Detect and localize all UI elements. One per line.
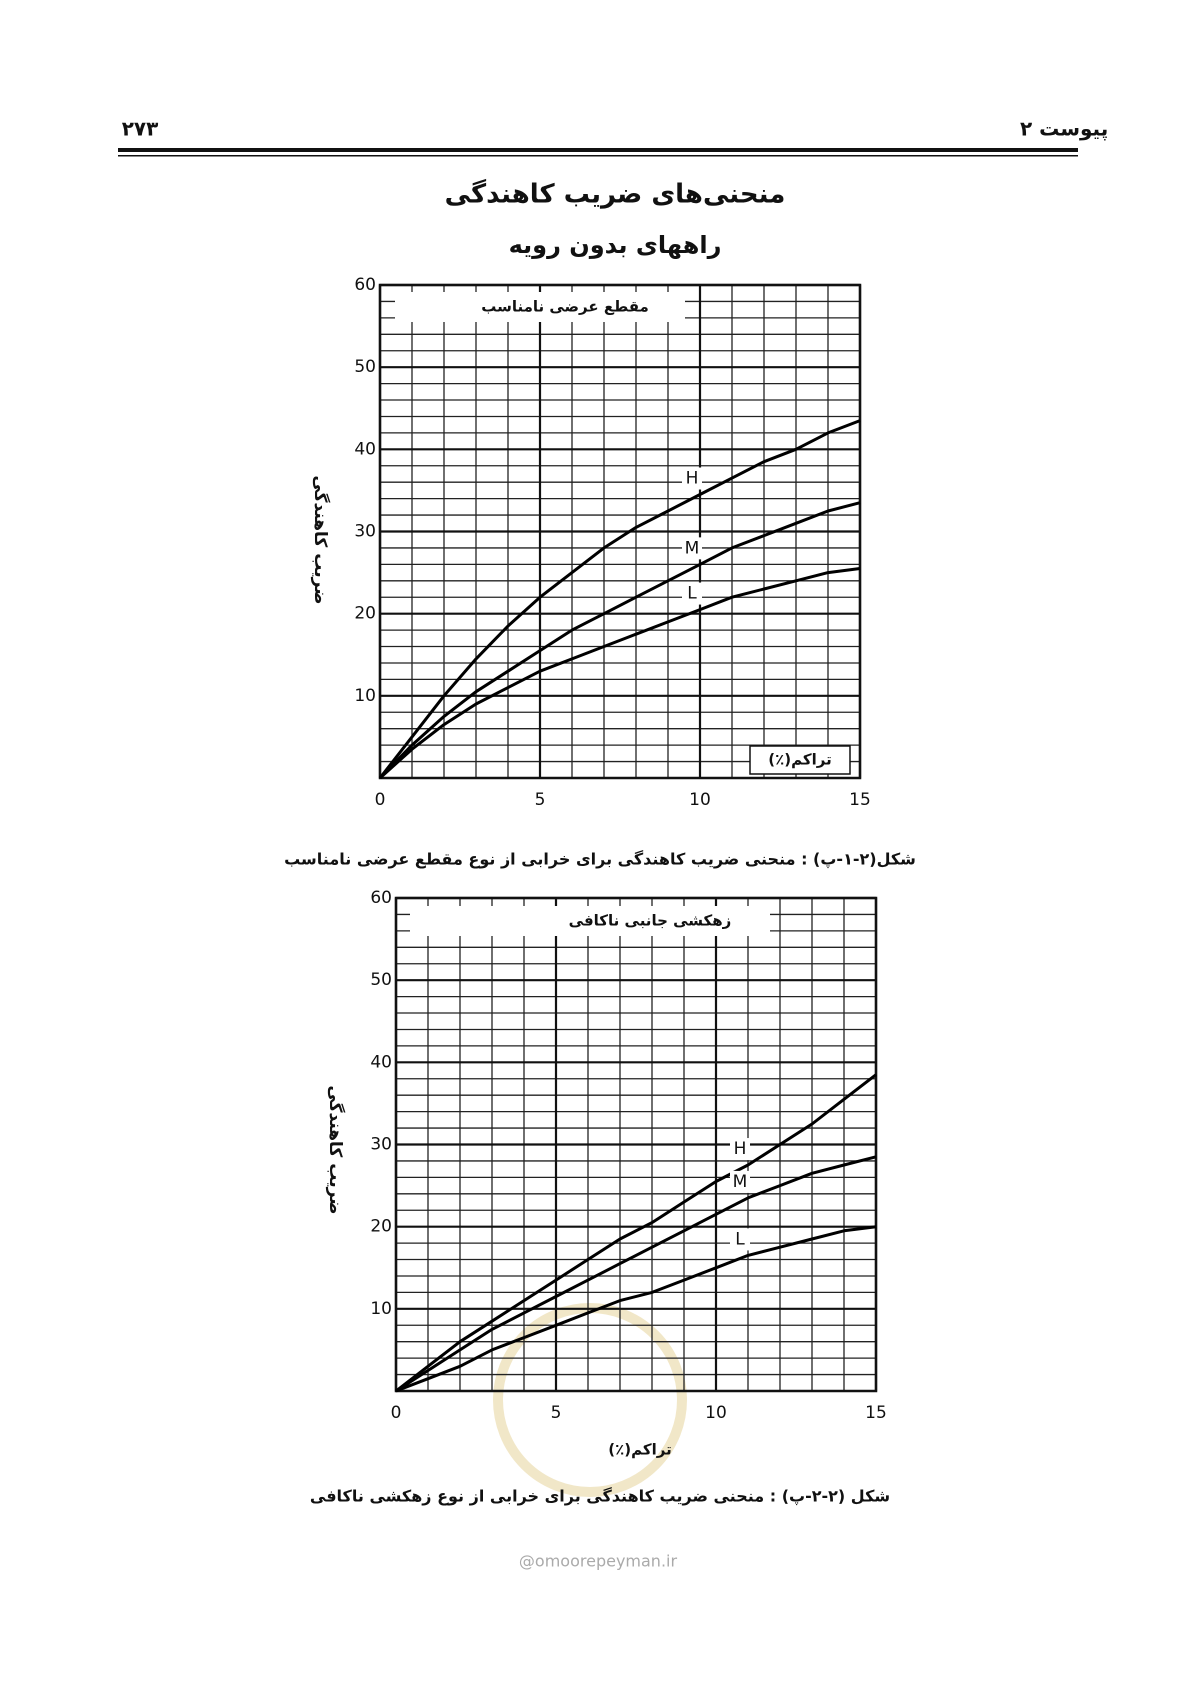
curve	[378, 567, 861, 780]
curve	[378, 501, 861, 780]
x-label-box	[749, 745, 851, 775]
series-label-bg	[730, 1138, 750, 1161]
x-axis-label: تراکم(٪)	[768, 751, 831, 769]
figure-caption: شکل (۲-۲-پ) : منحنی ضریب کاهندگی برای خر…	[310, 1487, 890, 1507]
y-axis-label: ضریب کاهندگی	[310, 475, 331, 604]
x-tick-label: 15	[865, 1403, 887, 1423]
plot-frame	[378, 283, 862, 780]
chart-title: زهکشی جانبی ناکافی	[569, 912, 732, 930]
section-title: پیوست ۲	[1020, 117, 1108, 142]
title-box	[395, 292, 685, 322]
x-axis-label: تراکم(٪)	[608, 1441, 671, 1459]
x-tick-label: 0	[391, 1403, 402, 1423]
page-subtitle: راههای بدون رویه	[509, 231, 722, 259]
curve	[395, 1073, 877, 1393]
curve	[395, 1225, 877, 1393]
chart-title: مقطع عرضی نامناسب	[481, 298, 649, 316]
x-tick-label: 0	[375, 790, 386, 810]
y-tick-label: 60	[370, 888, 392, 908]
page-number: ۲۷۳	[122, 117, 159, 141]
x-tick-label: 15	[849, 790, 871, 810]
series-label: M	[733, 1172, 748, 1192]
y-tick-label: 40	[370, 1052, 392, 1072]
y-tick-label: 50	[370, 970, 392, 990]
curve	[378, 419, 861, 779]
y-tick-label: 30	[370, 1135, 392, 1155]
x-tick-label: 5	[551, 1403, 562, 1423]
series-label-bg	[682, 582, 702, 605]
series-label: H	[734, 1139, 747, 1159]
y-tick-label: 40	[354, 439, 376, 459]
x-tick-label: 5	[535, 790, 546, 810]
series-label-bg	[682, 467, 702, 490]
y-tick-label: 10	[370, 1299, 392, 1319]
title-box	[410, 906, 770, 936]
curve	[395, 1155, 877, 1393]
series-label: L	[687, 584, 697, 604]
y-tick-label: 30	[354, 522, 376, 542]
y-tick-label: 60	[354, 275, 376, 295]
watermark: @omoorepeyman.ir	[519, 1552, 678, 1571]
y-tick-label: 20	[354, 604, 376, 624]
header-rule-thin	[118, 155, 1078, 157]
y-tick-label: 10	[354, 686, 376, 706]
x-tick-label: 10	[705, 1403, 727, 1423]
x-tick-label: 10	[689, 790, 711, 810]
series-label: H	[686, 469, 699, 489]
y-tick-label: 20	[370, 1217, 392, 1237]
series-label-bg	[730, 1228, 750, 1251]
series-label: M	[685, 538, 700, 558]
figure-caption: شکل(۲-۱-پ) : منحنی ضریب کاهندگی برای خرا…	[284, 850, 916, 870]
header-rule	[118, 148, 1078, 152]
plot-frame	[394, 896, 878, 1393]
series-label: L	[735, 1229, 745, 1249]
series-label-bg	[682, 537, 702, 560]
y-tick-label: 50	[354, 357, 376, 377]
page-title: منحنی‌های ضریب کاهندگی	[445, 179, 786, 210]
series-label-bg	[730, 1170, 750, 1193]
y-axis-label: ضریب کاهندگی	[325, 1085, 346, 1214]
